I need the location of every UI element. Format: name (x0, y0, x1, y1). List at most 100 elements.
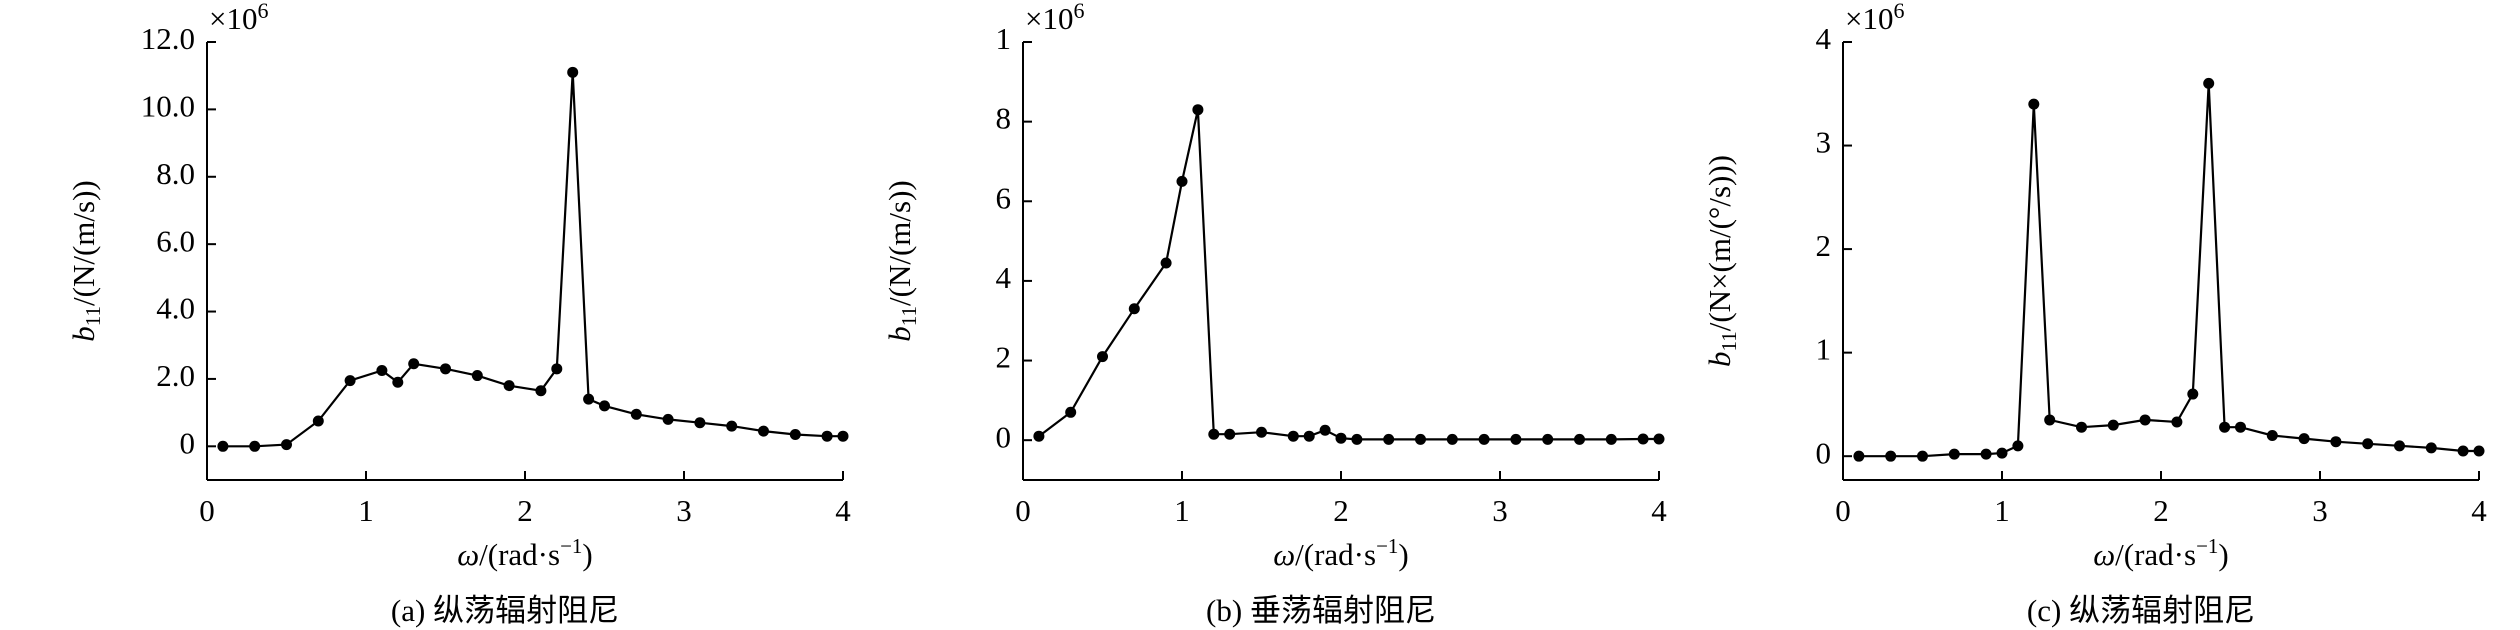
y-label-unit: /(N/(m/s)) (882, 180, 917, 306)
x-tick-label: 1 (1174, 493, 1190, 528)
data-point (1128, 303, 1140, 315)
data-point (471, 370, 483, 382)
data-point (2330, 436, 2342, 448)
data-point (837, 430, 849, 442)
data-point (1208, 428, 1220, 440)
data-point (1653, 433, 1665, 445)
data-point (1996, 447, 2008, 459)
caption: (a) 纵荡辐射阻尼 (391, 593, 619, 628)
caption: (c) 纵荡辐射阻尼 (2027, 593, 2255, 628)
data-point (2266, 429, 2278, 441)
y-label-subscript: 11 (897, 306, 921, 326)
y-tick-label: 1 (1816, 332, 1832, 367)
data-point (1542, 433, 1554, 445)
x-label-close: ) (582, 537, 592, 572)
y-axis-label: b11/(N×(m/(°/s))) (1702, 155, 1741, 367)
data-point (1605, 433, 1617, 445)
data-point (694, 417, 706, 429)
x-label-superscript: −1 (1376, 534, 1398, 558)
x-label-unit: /(rad·s (479, 537, 560, 572)
data-point (2012, 440, 2024, 452)
data-point (344, 375, 356, 387)
data-point (1256, 426, 1267, 438)
caption: (b) 垂荡辐射阻尼 (1206, 593, 1436, 628)
data-point (2028, 98, 2040, 110)
scale-label: ×106 (209, 0, 268, 36)
y-label-symbol: b (1702, 351, 1737, 367)
data-point (440, 363, 451, 375)
y-tick-label: 2.0 (156, 358, 195, 393)
data-point (1160, 257, 1172, 269)
data-point (2203, 77, 2215, 89)
data-point (2298, 433, 2310, 445)
x-tick-label: 0 (1015, 493, 1031, 528)
x-tick-label: 1 (1994, 493, 2010, 528)
data-point (662, 413, 674, 425)
scale-base: ×10 (1845, 1, 1893, 36)
x-axis-label: ω/(rad·s−1) (2093, 534, 2228, 572)
data-point (2171, 416, 2183, 428)
x-tick-label: 0 (1835, 493, 1851, 528)
x-label-unit: /(rad·s (2115, 537, 2196, 572)
data-point (1885, 450, 1897, 462)
x-tick-label: 0 (199, 493, 215, 528)
x-label-symbol: ω (1273, 537, 1295, 572)
data-point (1097, 351, 1108, 363)
scale-exponent: 6 (1893, 0, 1904, 23)
data-point (821, 430, 833, 442)
data-point (1853, 450, 1865, 462)
x-tick-label: 2 (2153, 493, 2169, 528)
y-tick-label: 12.0 (141, 21, 195, 56)
data-point (1383, 433, 1395, 445)
scale-base: ×10 (209, 1, 257, 36)
y-tick-label: 4 (1816, 21, 1832, 56)
y-tick-label: 6 (996, 180, 1012, 215)
data-point (503, 380, 515, 392)
y-axis-label: b11/(N/(m/s)) (66, 180, 105, 341)
x-label-unit: /(rad·s (1295, 537, 1376, 572)
y-tick-label: 8 (996, 101, 1012, 136)
x-label-superscript: −1 (2196, 534, 2218, 558)
data-point (1224, 428, 1236, 440)
data-point (376, 365, 388, 376)
x-tick-label: 3 (676, 493, 692, 528)
x-tick-label: 4 (2471, 493, 2487, 528)
y-label-symbol: b (882, 326, 917, 342)
x-tick-label: 2 (517, 493, 533, 528)
data-point (583, 393, 595, 405)
data-point (217, 440, 229, 452)
y-tick-label: 6.0 (156, 223, 195, 258)
data-point (1574, 433, 1585, 445)
data-point (2139, 414, 2151, 426)
data-point (312, 415, 324, 427)
data-point (2425, 442, 2437, 454)
y-label-subscript: 11 (1717, 331, 1741, 351)
data-point (1319, 424, 1331, 436)
data-point (2044, 414, 2056, 426)
y-label-symbol: b (66, 326, 101, 342)
scale-exponent: 6 (257, 0, 268, 23)
x-label-close: ) (1398, 537, 1408, 572)
scale-base: ×10 (1025, 1, 1073, 36)
data-point (1980, 448, 1992, 460)
data-point (535, 385, 547, 397)
y-tick-label: 4.0 (156, 291, 195, 326)
data-point (408, 358, 420, 370)
x-tick-label: 1 (358, 493, 374, 528)
y-label-unit: /(N×(m/(°/s))) (1702, 155, 1737, 331)
data-point (1415, 433, 1426, 445)
data-point (1033, 430, 1045, 442)
data-point (1351, 433, 1363, 445)
data-point (2219, 421, 2231, 433)
x-tick-label: 2 (1333, 493, 1349, 528)
data-point (281, 439, 292, 451)
data-point (2235, 421, 2246, 433)
data-point (1478, 433, 1490, 445)
data-point (2362, 438, 2374, 450)
data-point (1510, 433, 1522, 445)
x-axis-label: ω/(rad·s−1) (1273, 534, 1408, 572)
scale-exponent: 6 (1073, 0, 1084, 23)
data-point (1065, 406, 1077, 418)
data-point (726, 420, 738, 432)
